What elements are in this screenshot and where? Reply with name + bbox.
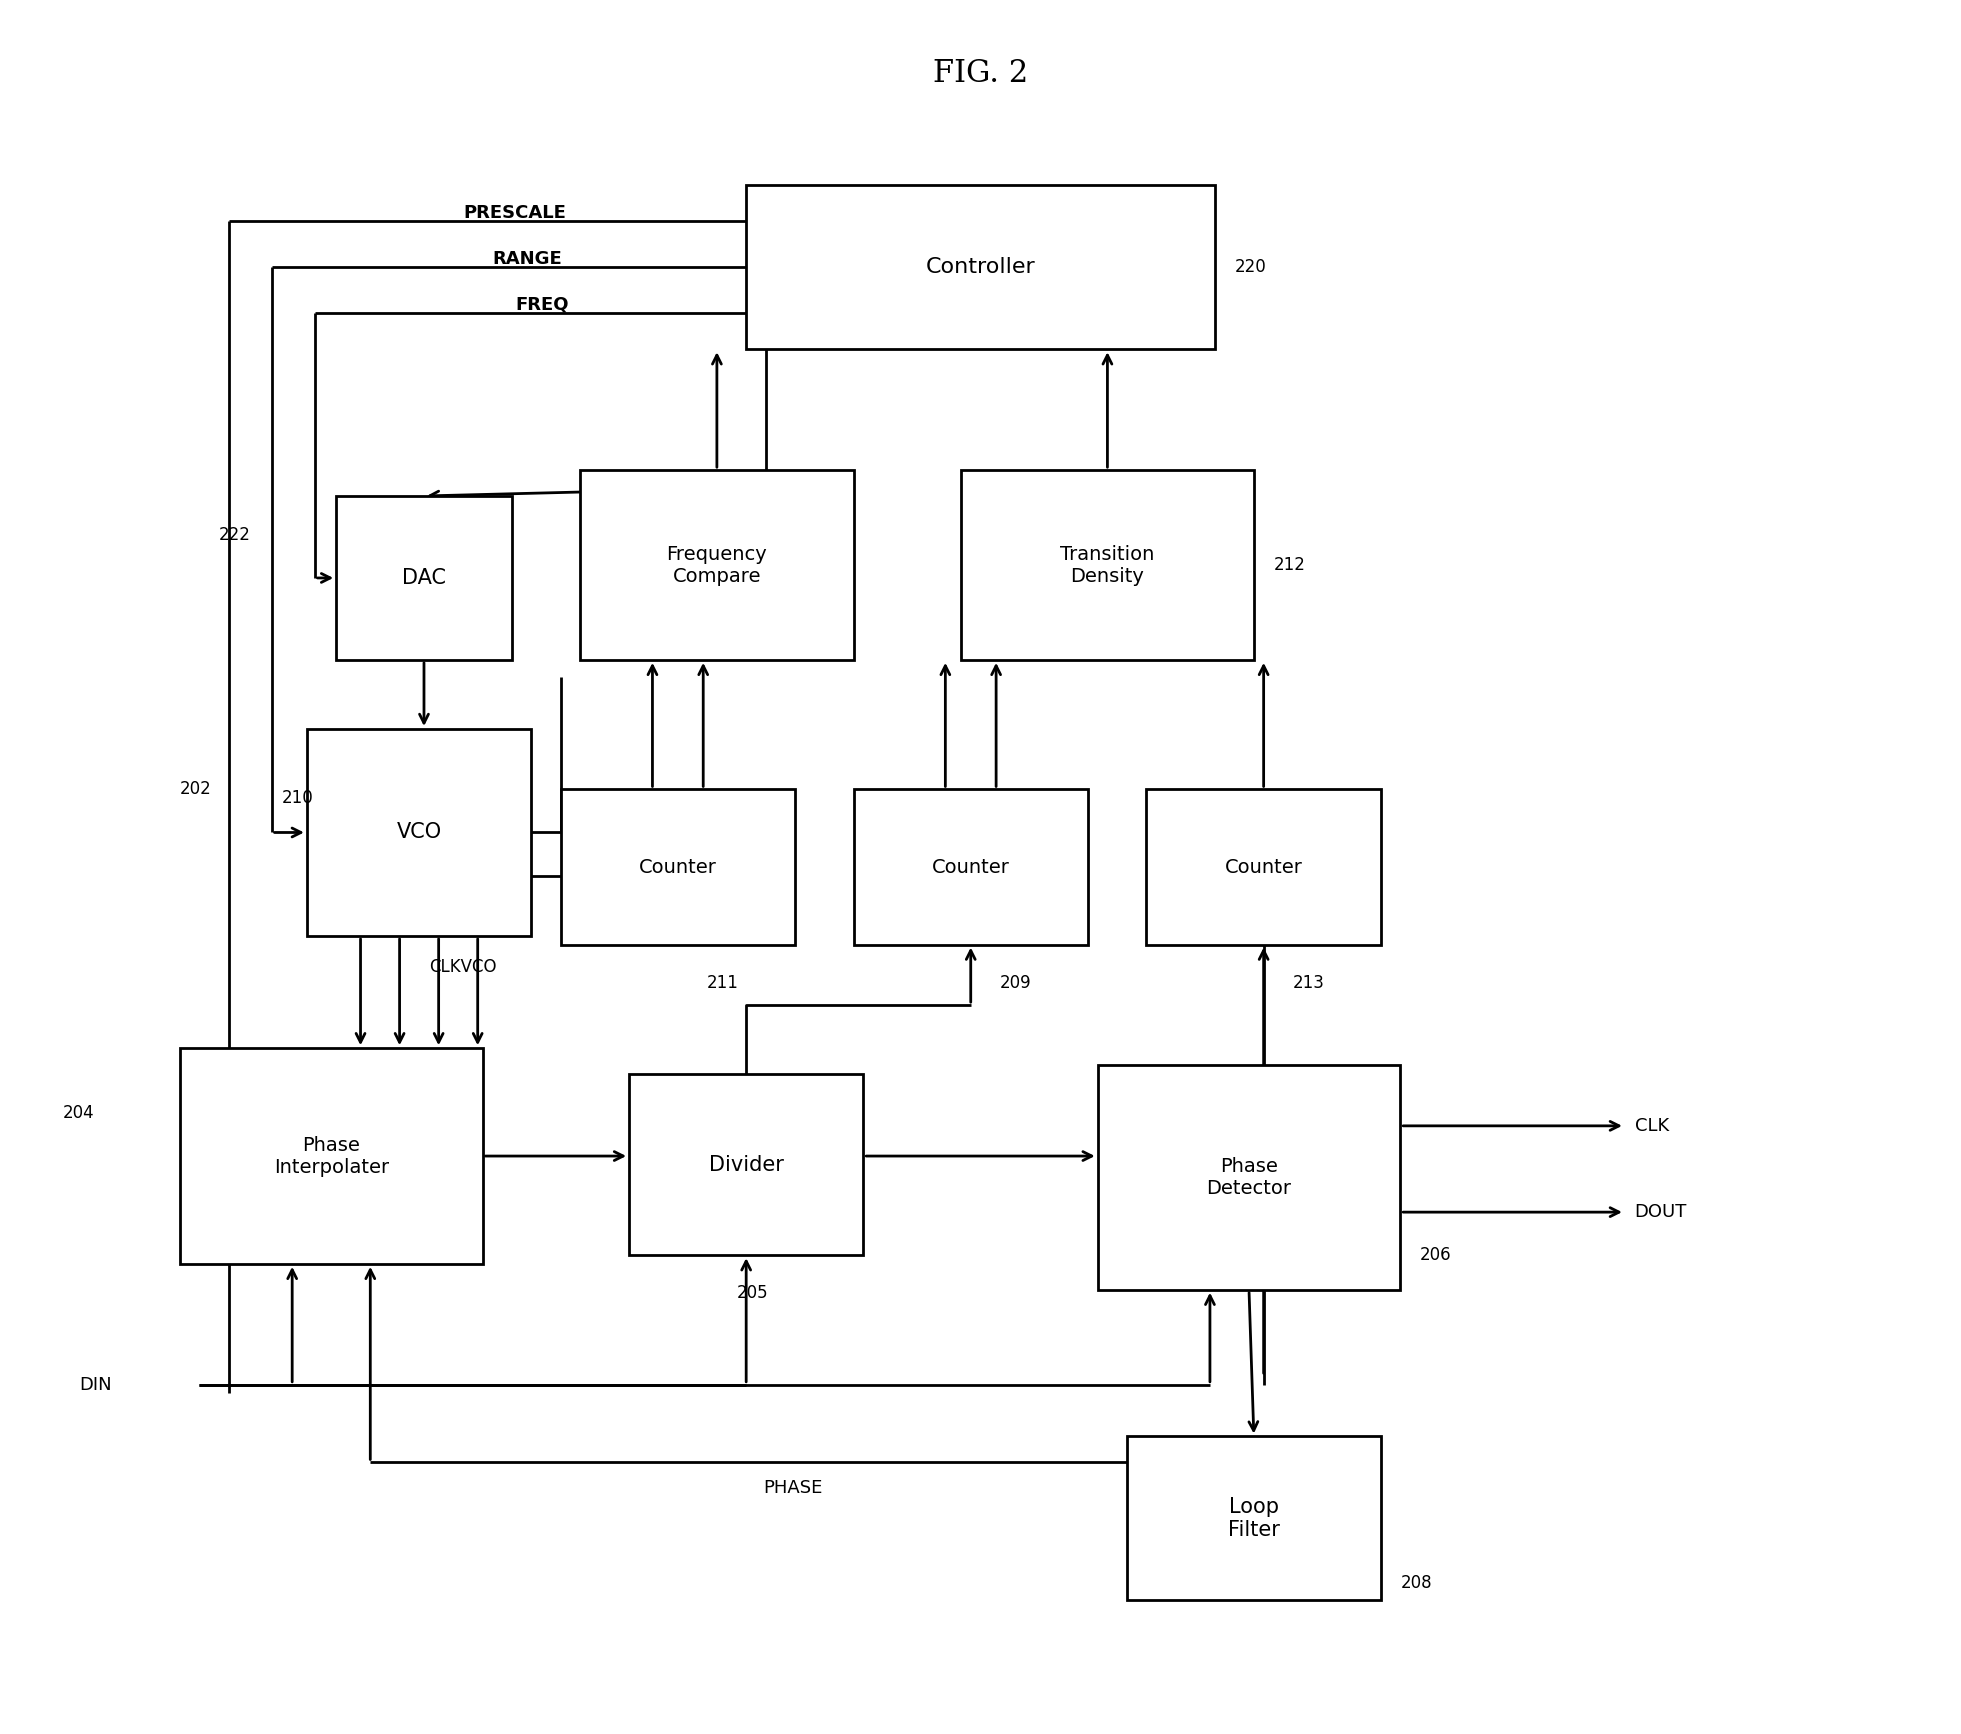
Text: Counter: Counter	[639, 858, 718, 876]
Text: DOUT: DOUT	[1635, 1203, 1686, 1221]
Text: CLK: CLK	[1635, 1117, 1669, 1134]
Bar	[306, 728, 531, 936]
Text: Divider: Divider	[708, 1155, 784, 1174]
Text: VCO: VCO	[396, 822, 441, 843]
Text: 209: 209	[1000, 973, 1031, 992]
Text: PRESCALE: PRESCALE	[463, 205, 567, 222]
Text: Frequency
Compare: Frequency Compare	[667, 544, 767, 586]
Text: DIN: DIN	[78, 1375, 112, 1394]
Bar	[580, 470, 853, 661]
Bar	[561, 789, 794, 945]
Text: Phase
Interpolater: Phase Interpolater	[275, 1136, 388, 1177]
Text: Phase
Detector: Phase Detector	[1206, 1157, 1292, 1198]
Text: 212: 212	[1273, 557, 1306, 574]
Bar	[180, 1047, 482, 1264]
Bar	[1147, 789, 1381, 945]
Text: 208: 208	[1400, 1574, 1432, 1592]
Text: FIG. 2: FIG. 2	[933, 57, 1028, 88]
Text: CLKVCO: CLKVCO	[429, 959, 496, 976]
Text: FREQ: FREQ	[516, 295, 569, 314]
Text: PHASE: PHASE	[763, 1479, 822, 1496]
Text: 205: 205	[737, 1285, 769, 1302]
Bar	[629, 1073, 863, 1255]
Bar	[747, 186, 1214, 349]
Text: RANGE: RANGE	[492, 250, 563, 267]
Text: Counter: Counter	[1226, 858, 1302, 876]
Text: 210: 210	[282, 789, 314, 806]
Text: 213: 213	[1292, 973, 1326, 992]
Text: 206: 206	[1420, 1247, 1451, 1264]
Text: Transition
Density: Transition Density	[1061, 544, 1155, 586]
Text: 202: 202	[180, 780, 212, 798]
Bar	[961, 470, 1253, 661]
Bar	[335, 496, 512, 661]
Bar	[1098, 1065, 1400, 1290]
Text: 222: 222	[220, 525, 251, 544]
Bar	[1128, 1436, 1381, 1600]
Text: 220: 220	[1233, 258, 1267, 276]
Text: DAC: DAC	[402, 569, 445, 588]
Text: Counter: Counter	[931, 858, 1010, 876]
Text: Loop
Filter: Loop Filter	[1228, 1496, 1281, 1540]
Text: 204: 204	[63, 1105, 94, 1122]
Bar	[853, 789, 1088, 945]
Text: 211: 211	[708, 973, 739, 992]
Text: Controller: Controller	[926, 257, 1035, 277]
